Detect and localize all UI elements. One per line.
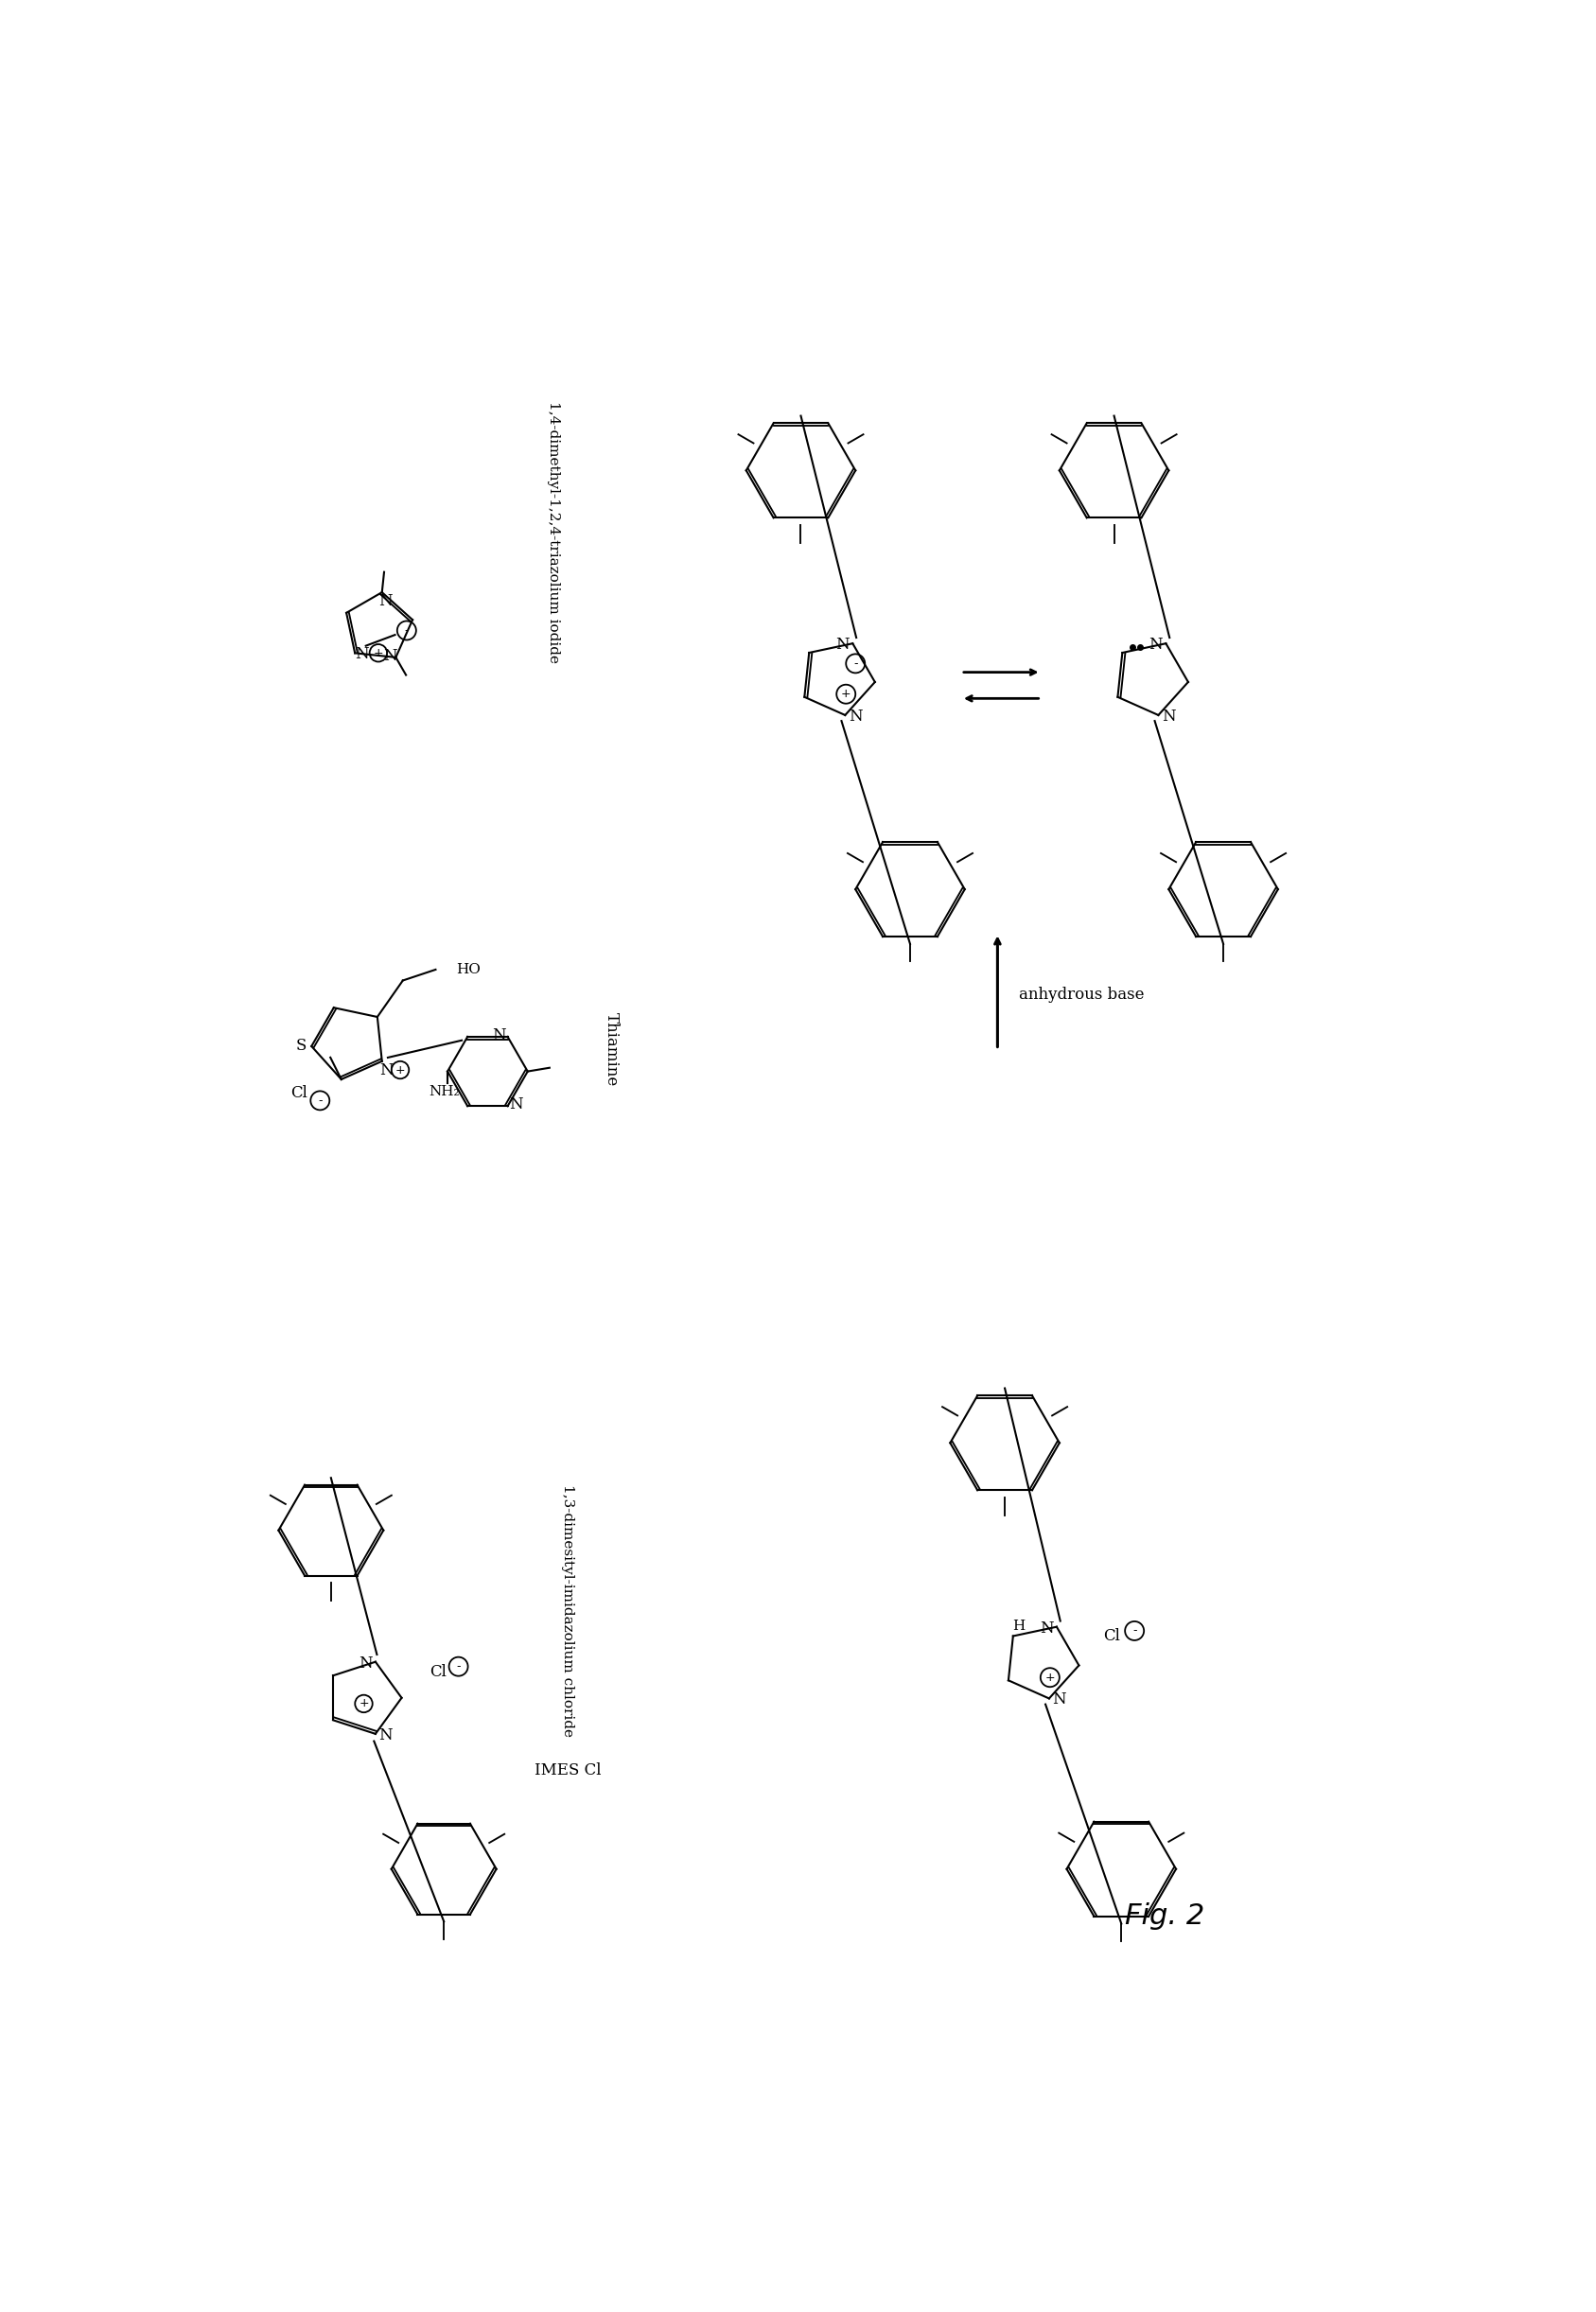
Text: N: N <box>849 707 862 724</box>
Text: Cl: Cl <box>290 1084 308 1101</box>
Text: 1,3-dimesityl-imidazolium chloride: 1,3-dimesityl-imidazolium chloride <box>562 1484 575 1736</box>
Text: IMES Cl: IMES Cl <box>535 1762 602 1778</box>
Text: N: N <box>1162 707 1176 724</box>
Text: +: + <box>1045 1672 1055 1683</box>
Text: N: N <box>836 636 849 652</box>
Text: N: N <box>359 1655 372 1672</box>
Text: N: N <box>1039 1621 1053 1637</box>
Text: +: + <box>396 1064 405 1075</box>
Text: N: N <box>492 1027 506 1043</box>
Text: S: S <box>295 1038 306 1054</box>
Text: N: N <box>1149 636 1162 652</box>
Text: N: N <box>378 1727 393 1743</box>
Text: -: - <box>456 1660 461 1672</box>
Text: HO: HO <box>456 964 480 976</box>
Text: N: N <box>1052 1692 1066 1709</box>
Text: N: N <box>380 1061 393 1077</box>
Text: +: + <box>373 647 383 659</box>
Text: Cl: Cl <box>429 1665 447 1681</box>
Text: H: H <box>1012 1618 1025 1632</box>
Text: N: N <box>378 592 393 608</box>
Text: 1,4-dimethyl-1,2,4-triazolium iodide: 1,4-dimethyl-1,2,4-triazolium iodide <box>546 402 560 664</box>
Text: Fig. 2: Fig. 2 <box>1125 1903 1205 1931</box>
Text: +: + <box>359 1697 369 1711</box>
Text: -: - <box>854 657 857 670</box>
Text: anhydrous base: anhydrous base <box>1020 987 1144 1003</box>
Text: -: - <box>1132 1625 1136 1637</box>
Text: N: N <box>509 1096 523 1112</box>
Text: N: N <box>356 647 369 664</box>
Text: NH₂: NH₂ <box>428 1084 460 1098</box>
Text: -: - <box>318 1094 322 1107</box>
Text: Cl: Cl <box>1103 1628 1120 1644</box>
Text: Thiamine: Thiamine <box>603 1013 619 1087</box>
Text: N: N <box>383 647 397 664</box>
Text: +: + <box>841 689 851 701</box>
Text: -: - <box>404 624 409 636</box>
